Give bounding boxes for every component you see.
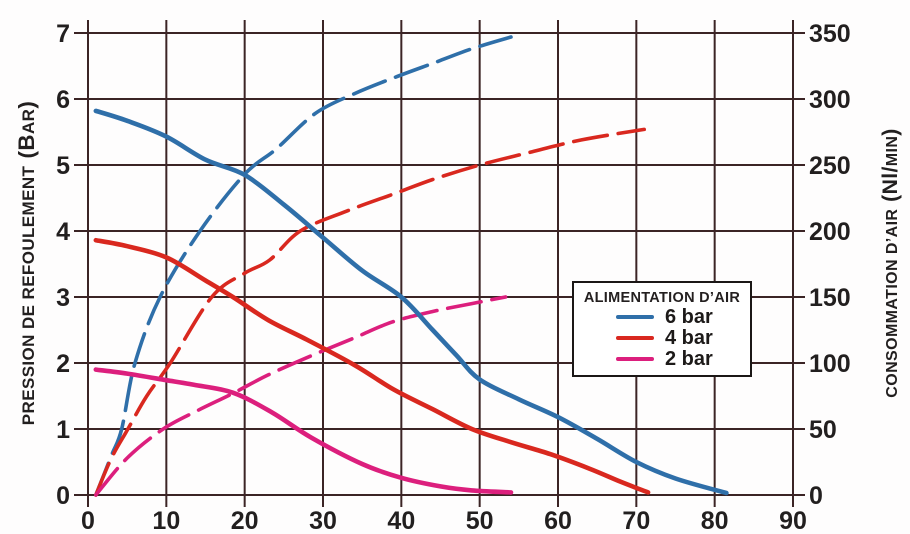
y-left-tick-label-5: 5	[56, 152, 70, 180]
x-tick-label-60: 60	[544, 507, 572, 534]
legend-label-6bar: 6 bar	[665, 306, 713, 328]
x-tick-label-70: 70	[622, 507, 650, 534]
x-tick-label-20: 20	[231, 507, 259, 534]
series-consumption-4bar	[94, 127, 646, 497]
y-right-unit-small: MIN	[884, 135, 901, 167]
y-right-tick-label-350: 350	[809, 20, 851, 48]
y-right-unit-suffix: )	[879, 128, 902, 136]
y-right-axis-title: CONSOMMATION D’AIR (Nl/MIN)	[879, 128, 903, 397]
x-tick-label-90: 90	[779, 507, 807, 534]
y-right-tick-label-50: 50	[809, 416, 837, 444]
x-tick-label-40: 40	[387, 507, 415, 534]
y-left-axis-title: PRESSION DE REFOULEMENT (BAR)	[14, 101, 40, 425]
x-tick-label-10: 10	[152, 507, 180, 534]
y-left-unit-suffix: )	[14, 100, 39, 109]
series-consumption-6bar	[94, 35, 513, 497]
x-tick-label-0: 0	[81, 507, 95, 534]
legend-swatch-2bar	[616, 357, 654, 361]
series-pressure-4bar	[93, 237, 651, 495]
y-left-tick-label-3: 3	[56, 284, 70, 312]
legend-swatch-4bar	[616, 336, 654, 340]
x-tick-label-30: 30	[309, 507, 337, 534]
y-left-unit-prefix: (B	[14, 134, 39, 159]
legend-entry-2bar: 2 bar	[616, 349, 750, 369]
y-left-tick-label-4: 4	[56, 218, 70, 246]
y-right-unit-prefix: (Nl/	[879, 166, 902, 202]
y-left-tick-label-1: 1	[56, 416, 70, 444]
y-right-title-text: CONSOMMATION D’AIR	[884, 208, 901, 398]
y-left-tick-label-2: 2	[56, 350, 70, 378]
legend-label-2bar: 2 bar	[665, 348, 713, 370]
x-tick-label-50: 50	[466, 507, 494, 534]
legend-title: ALIMENTATION D’AIR	[583, 290, 741, 306]
y-left-unit-small: AR	[19, 108, 38, 135]
series-pressure-6bar	[93, 108, 729, 496]
y-right-tick-label-300: 300	[809, 86, 851, 114]
y-right-tick-label-200: 200	[809, 218, 851, 246]
y-right-tick-label-150: 150	[809, 284, 851, 312]
legend-swatch-6bar	[616, 315, 654, 319]
series-consumption-2bar	[94, 295, 508, 497]
y-right-tick-label-250: 250	[809, 152, 851, 180]
legend-entry-6bar: 6 bar	[616, 307, 750, 327]
y-left-tick-label-0: 0	[56, 482, 70, 510]
y-left-tick-label-6: 6	[56, 86, 70, 114]
legend: ALIMENTATION D’AIR 6 bar 4 bar 2 bar	[572, 281, 752, 377]
y-right-tick-label-100: 100	[809, 350, 851, 378]
y-left-tick-label-7: 7	[56, 20, 70, 48]
x-tick-label-80: 80	[701, 507, 729, 534]
legend-label-4bar: 4 bar	[665, 327, 713, 349]
legend-entry-4bar: 4 bar	[616, 328, 750, 348]
y-left-title-text: PRESSION DE REFOULEMENT	[19, 165, 38, 426]
series-pressure-2bar	[93, 367, 514, 495]
y-right-tick-label-0: 0	[809, 482, 823, 510]
